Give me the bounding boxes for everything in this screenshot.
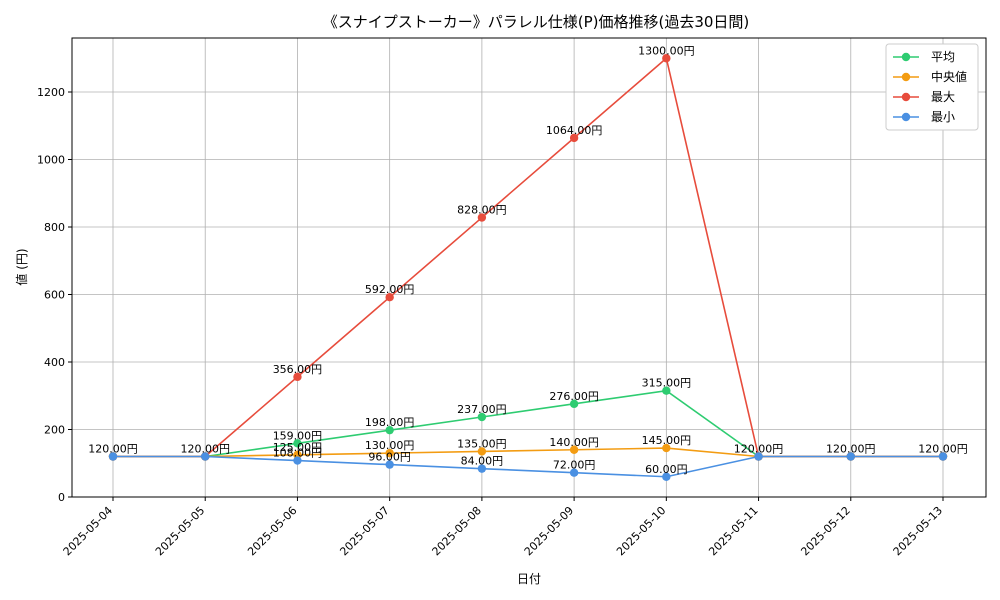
data-label: 159.00円 — [273, 429, 323, 442]
series-point — [293, 439, 302, 448]
data-label: 198.00円 — [365, 416, 415, 429]
legend-label: 最小 — [931, 110, 955, 124]
series-point — [477, 447, 487, 456]
data-label: 120.00円 — [734, 443, 784, 456]
data-label: 315.00円 — [642, 377, 692, 390]
x-tick-label: 2025-05-05 — [153, 504, 207, 558]
x-tick-label: 2025-05-10 — [614, 504, 668, 558]
y-tick-label: 1000 — [37, 154, 65, 167]
series-point — [385, 448, 394, 458]
series-point — [293, 450, 302, 460]
data-label: 140.00円 — [549, 436, 599, 449]
x-tick-label: 2025-05-09 — [522, 504, 576, 558]
y-tick-label: 0 — [58, 491, 65, 504]
series-point — [293, 372, 302, 382]
x-tick-label: 2025-05-04 — [61, 504, 115, 558]
legend-swatch-marker — [901, 72, 911, 82]
data-label: 120.00円 — [180, 443, 230, 456]
grid — [72, 38, 986, 498]
data-label: 828.00円 — [457, 204, 507, 217]
data-labels: 120.00円 120.00円 159.00円 198.00円 237.00円 276.0… — [88, 44, 968, 476]
x-tick-label: 2025-05-06 — [245, 504, 299, 558]
data-label: 120.00円 — [918, 443, 968, 456]
legend-label: 中央値 — [931, 69, 967, 84]
data-label: 72.00円 — [553, 459, 596, 472]
x-tick-label: 2025-05-08 — [430, 504, 484, 558]
x-tick-label: 2025-05-12 — [798, 504, 852, 558]
data-label: 60.00円 — [645, 463, 688, 476]
data-label: 1300.00円 — [638, 44, 695, 57]
data-label: 592.00円 — [365, 283, 415, 296]
plot-frame — [71, 37, 987, 498]
legend-swatch-marker — [901, 52, 911, 62]
series-point — [477, 213, 487, 222]
data-label: 96.00円 — [368, 451, 411, 464]
series-point — [201, 452, 210, 461]
x-tick-label: 2025-05-13 — [891, 504, 945, 558]
series-point — [385, 293, 394, 302]
series-point — [569, 133, 579, 143]
data-label: 125.00円 — [273, 441, 323, 454]
series-point — [662, 54, 671, 63]
data-label: 135.00円 — [457, 437, 507, 450]
data-label: 1064.00円 — [546, 124, 603, 137]
axis-ticks: 2025-05-04 2025-05-05 2025-05-06 2025-05-07… — [37, 86, 945, 558]
data-label: 84.00円 — [461, 455, 504, 468]
data-label: 356.00円 — [273, 363, 323, 376]
series-point — [569, 468, 579, 477]
data-label: 108.00円 — [273, 447, 323, 460]
y-tick-label: 600 — [44, 289, 65, 302]
legend-label: 平均 — [931, 50, 955, 64]
series-point — [108, 452, 118, 461]
data-label: 130.00円 — [365, 439, 415, 452]
data-label: 120.00円 — [88, 443, 138, 456]
data-label: 237.00円 — [457, 403, 507, 416]
series-point — [754, 452, 763, 461]
series-point — [846, 452, 855, 461]
series-layer — [108, 54, 948, 481]
legend-swatch-marker — [901, 92, 911, 102]
series-line-3 — [113, 455, 943, 478]
series-point — [385, 460, 394, 469]
series-point — [477, 412, 487, 422]
series-line-0 — [113, 389, 943, 458]
series-point — [662, 443, 671, 453]
y-axis-label: 値 (円) — [14, 248, 29, 285]
chart-title: 《スナイプストーカー》パラレル仕様(P)価格推移(過去30日間) — [323, 13, 750, 31]
y-tick-label: 200 — [44, 424, 65, 437]
y-tick-label: 800 — [44, 221, 65, 234]
series-point — [569, 399, 579, 409]
series-point — [569, 445, 579, 454]
x-axis-label: 日付 — [517, 572, 541, 586]
series-point — [662, 472, 671, 481]
x-tick-label: 2025-05-07 — [337, 504, 391, 558]
series-point — [385, 425, 394, 435]
y-tick-label: 1200 — [37, 86, 65, 99]
y-tick-label: 400 — [44, 356, 65, 369]
series-point — [938, 452, 948, 461]
data-label: 120.00円 — [826, 443, 876, 456]
series-point — [662, 386, 671, 395]
legend-label: 最大 — [931, 90, 955, 104]
series-point — [477, 464, 487, 473]
legend-swatch-marker — [901, 112, 911, 122]
data-label: 276.00円 — [549, 390, 599, 403]
series-point — [293, 456, 302, 465]
data-label: 145.00円 — [642, 434, 692, 447]
series-line-2 — [113, 56, 943, 458]
legend-box — [885, 43, 979, 131]
x-tick-label: 2025-05-11 — [706, 504, 760, 558]
